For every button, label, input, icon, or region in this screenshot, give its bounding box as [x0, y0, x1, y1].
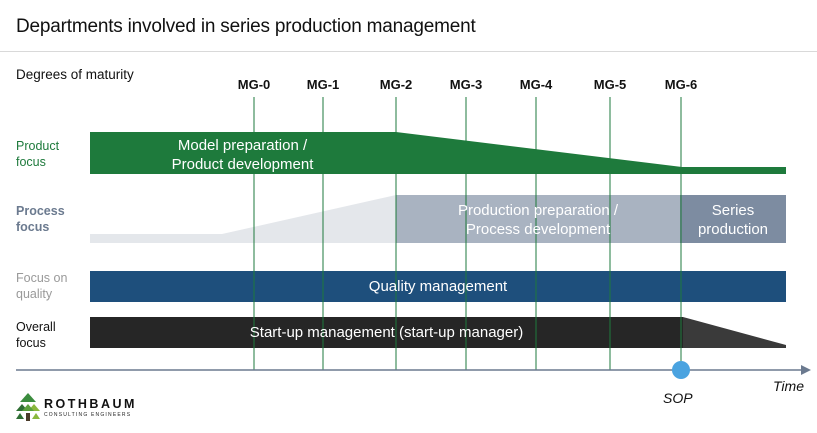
- milestone-mg4: MG-4: [519, 77, 553, 92]
- startup-management-taper: [683, 317, 786, 348]
- sop-marker: [672, 361, 690, 379]
- sop-label: SOP: [663, 390, 693, 406]
- product-bar-text: Model preparation / Product development: [140, 136, 345, 174]
- row-label-product-line2: focus: [16, 155, 46, 169]
- row-label-product: Product focus: [16, 138, 59, 170]
- row-label-product-line1: Product: [16, 139, 60, 153]
- row-label-process-line1: Process: [16, 204, 65, 218]
- process-bar-line2: Process development: [465, 221, 611, 238]
- row-label-quality: Focus on quality: [16, 270, 67, 302]
- milestone-mg2: MG-2: [379, 77, 413, 92]
- row-label-overall: Overall focus: [16, 319, 56, 351]
- series-bar-line1: Series: [711, 202, 755, 219]
- row-label-process-line2: focus: [16, 220, 50, 234]
- overall-bar-text: Start-up management (start-up manager): [249, 324, 524, 341]
- milestone-mg5: MG-5: [593, 77, 627, 92]
- row-label-overall-line1: Overall: [16, 320, 56, 334]
- process-development-bar: [396, 195, 680, 243]
- process-bar-text: Production preparation / Process develop…: [420, 201, 656, 239]
- page-title: Departments involved in series productio…: [16, 16, 476, 37]
- logo-name: ROTHBAUM: [44, 397, 137, 411]
- maturity-label: Degrees of maturity: [16, 67, 134, 82]
- process-focus-ramp: [90, 195, 396, 243]
- title-divider: [0, 51, 817, 52]
- row-label-quality-line1: Focus on: [16, 271, 68, 285]
- row-label-quality-line2: quality: [16, 287, 53, 301]
- milestone-mg6: MG-6: [664, 77, 698, 92]
- series-bar-text: Series production: [680, 201, 786, 239]
- series-production-bar: [680, 195, 786, 243]
- process-bar-line1: Production preparation /: [457, 202, 619, 219]
- quality-bar-text: Quality management: [368, 278, 508, 295]
- quality-management-bar: [90, 271, 786, 302]
- tree-logo-icon: [16, 393, 40, 421]
- milestone-mg1: MG-1: [306, 77, 340, 92]
- time-axis-arrow-icon: [801, 365, 811, 375]
- startup-management-bar: [90, 317, 683, 348]
- product-focus-bar: [90, 132, 786, 174]
- product-bar-line1: Model preparation /: [177, 137, 308, 154]
- logo-subtitle: CONSULTING ENGINEERS: [44, 412, 132, 418]
- row-label-overall-line2: focus: [16, 336, 46, 350]
- row-label-process: Process focus: [16, 203, 65, 235]
- product-bar-line2: Product development: [171, 156, 314, 173]
- time-label: Time: [773, 378, 804, 394]
- series-bar-line2: production: [697, 221, 769, 238]
- milestone-mg3: MG-3: [449, 77, 483, 92]
- milestone-mg0: MG-0: [237, 77, 271, 92]
